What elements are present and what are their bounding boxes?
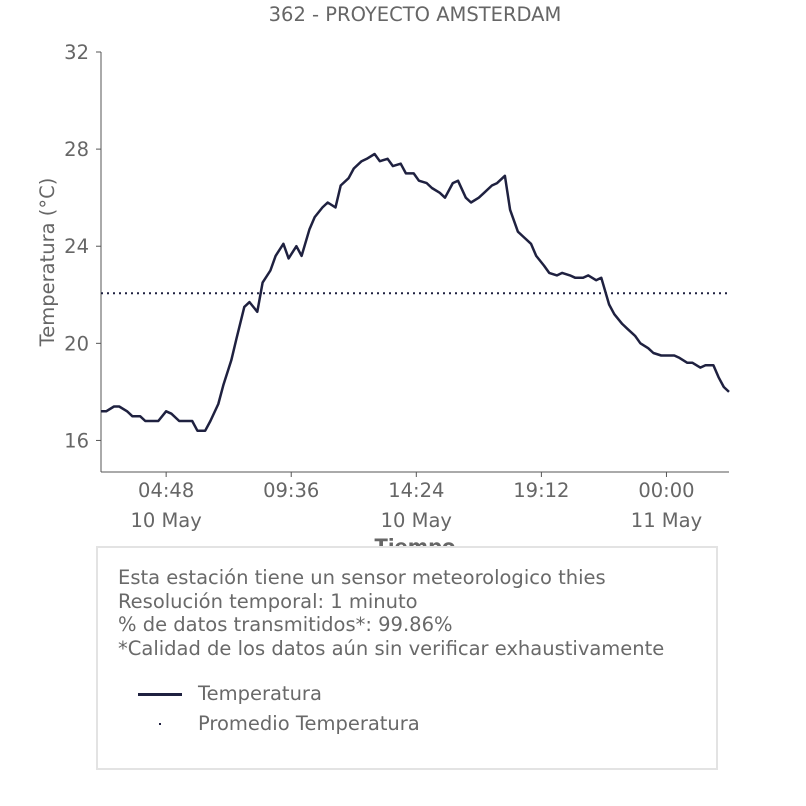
legend-swatch-dotted: [138, 714, 184, 734]
info-line-resolution: Resolución temporal: 1 minuto: [118, 589, 418, 613]
x-tick-date-2: 10 May: [381, 509, 452, 532]
y-tick-label-32: 32: [64, 41, 89, 64]
x-tick-label-2: 14:24: [388, 479, 444, 502]
legend-item-temperatura: Temperatura: [138, 682, 322, 705]
info-line-quality-note: *Calidad de los datos aún sin verificar …: [118, 636, 665, 660]
y-axis-label: Temperatura (°C): [36, 178, 59, 348]
info-line-data-percent: % de datos transmitidos*: 99.86%: [118, 613, 453, 636]
x-tick-label-3: 19:12: [513, 479, 569, 502]
y-tick-label-28: 28: [64, 138, 89, 161]
legend-label-temperatura: Temperatura: [198, 682, 322, 705]
info-lines: Esta estación tiene un sensor meteorolog…: [118, 566, 664, 660]
legend-item-promedio: Promedio Temperatura: [138, 712, 420, 735]
info-legend-box: Esta estación tiene un sensor meteorolog…: [96, 546, 718, 770]
y-tick-label-24: 24: [64, 235, 89, 258]
x-tick-label-4: 00:00: [638, 479, 694, 502]
y-tick-label-20: 20: [64, 332, 89, 355]
info-line-station: Esta estación tiene un sensor meteorolog…: [118, 566, 606, 589]
chart-title: 362 - PROYECTO AMSTERDAM: [269, 3, 562, 26]
x-tick-date-4: 11 May: [631, 509, 702, 532]
x-tick-label-0: 04:48: [138, 479, 194, 502]
x-tick-label-1: 09:36: [263, 479, 319, 502]
y-tick-label-16: 16: [64, 429, 89, 452]
x-tick-date-0: 10 May: [130, 509, 201, 532]
series-line-temperatura: [101, 152, 730, 432]
legend-swatch-solid: [138, 684, 184, 704]
legend-label-promedio: Promedio Temperatura: [198, 712, 420, 735]
